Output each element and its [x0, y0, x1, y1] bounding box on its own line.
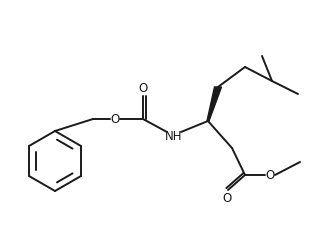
Text: O: O	[138, 82, 148, 95]
Text: O: O	[265, 169, 275, 182]
Text: NH: NH	[165, 130, 183, 143]
Polygon shape	[207, 88, 222, 122]
Text: O: O	[222, 192, 232, 205]
Text: O: O	[110, 113, 120, 126]
